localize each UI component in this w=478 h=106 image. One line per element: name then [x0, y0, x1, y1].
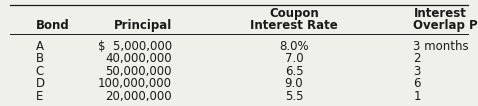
- Text: 100,000,000: 100,000,000: [98, 77, 172, 90]
- Text: 20,000,000: 20,000,000: [106, 90, 172, 103]
- Text: Principal: Principal: [114, 19, 172, 32]
- Text: 6.5: 6.5: [285, 65, 303, 78]
- Text: 1: 1: [413, 90, 421, 103]
- Text: Interest: Interest: [413, 7, 467, 20]
- Text: 7.0: 7.0: [285, 52, 303, 65]
- Text: C: C: [36, 65, 44, 78]
- Text: 50,000,000: 50,000,000: [106, 65, 172, 78]
- Text: E: E: [36, 90, 43, 103]
- Text: D: D: [36, 77, 45, 90]
- Text: 8.0%: 8.0%: [279, 40, 309, 53]
- Text: 40,000,000: 40,000,000: [106, 52, 172, 65]
- Text: 6: 6: [413, 77, 421, 90]
- Text: 2: 2: [413, 52, 421, 65]
- Text: $  5,000,000: $ 5,000,000: [98, 40, 172, 53]
- Text: 3: 3: [413, 65, 421, 78]
- Text: Overlap Period: Overlap Period: [413, 19, 478, 32]
- Text: 3 months: 3 months: [413, 40, 469, 53]
- Text: 9.0: 9.0: [285, 77, 303, 90]
- Text: Interest Rate: Interest Rate: [250, 19, 338, 32]
- Text: A: A: [36, 40, 44, 53]
- Text: 5.5: 5.5: [285, 90, 303, 103]
- Text: Coupon: Coupon: [269, 7, 319, 20]
- Text: Bond: Bond: [36, 19, 70, 32]
- Text: B: B: [36, 52, 44, 65]
